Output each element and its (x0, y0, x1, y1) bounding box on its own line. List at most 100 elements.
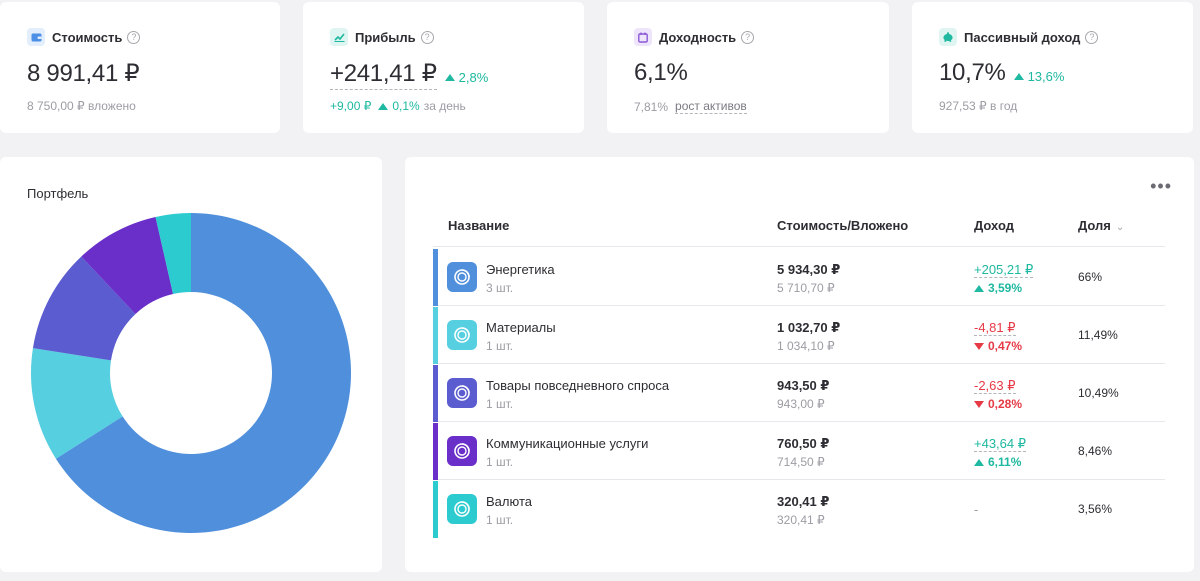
donut-slice[interactable] (81, 216, 174, 315)
calendar-icon (634, 28, 652, 46)
stat-sub-value: 7,81% (634, 99, 669, 114)
row-income-value: -2,63 ₽ (974, 378, 1016, 394)
row-income-value: +205,21 ₽ (974, 262, 1034, 278)
column-header-income[interactable]: Доход (974, 218, 1014, 233)
stat-value: 10,7% (939, 59, 1006, 86)
stat-value[interactable]: +241,41 ₽ (330, 59, 437, 90)
row-income-percent-value: 0,47% (988, 339, 1023, 353)
row-share: 66% (1078, 270, 1103, 284)
arrow-down-icon (974, 342, 984, 350)
row-invested: 320,41 ₽ (777, 513, 825, 527)
row-quantity: 1 шт. (486, 455, 514, 469)
row-invested: 943,00 ₽ (777, 397, 825, 411)
row-name[interactable]: Энергетика (486, 262, 555, 277)
stat-change-value: 13,6% (1027, 69, 1065, 84)
row-income[interactable]: +43,64 ₽ (974, 436, 1027, 452)
table-row[interactable]: Энергетика 3 шт. 5 934,30 ₽ 5 710,70 ₽ +… (433, 248, 1165, 306)
row-name[interactable]: Материалы (486, 320, 556, 335)
stat-card-passive-income: Пассивный доход ? 10,7% 13,6% 927,53 ₽ в… (912, 2, 1193, 133)
arrow-up-icon (974, 458, 984, 466)
donut-slice[interactable] (32, 256, 136, 361)
column-header-name[interactable]: Название (448, 218, 510, 233)
stat-card-value: Стоимость ? 8 991,41 ₽ 8 750,00 ₽ вложен… (0, 2, 280, 133)
stat-sub-change: 0,1% (378, 99, 420, 113)
row-color-bar (433, 249, 438, 306)
more-options-button[interactable]: ••• (1150, 176, 1172, 196)
stat-sub: 927,53 ₽ в год (939, 99, 1018, 113)
donut-slice[interactable] (55, 213, 351, 533)
arrow-up-icon (1013, 73, 1024, 80)
help-icon[interactable]: ? (741, 30, 755, 44)
arrow-up-icon (378, 102, 389, 110)
row-income-percent-value: 6,11% (988, 455, 1022, 469)
chevron-down-icon[interactable]: ⌄ (1115, 222, 1125, 233)
sector-icon (447, 320, 477, 350)
row-value: 5 934,30 ₽ (777, 262, 841, 277)
row-color-bar (433, 365, 438, 422)
table-row[interactable]: Коммуникационные услуги 1 шт. 760,50 ₽ 7… (433, 422, 1165, 480)
row-name[interactable]: Коммуникационные услуги (486, 436, 649, 451)
row-income-percent: 0,28% (974, 397, 1022, 411)
arrow-down-icon (974, 400, 984, 408)
row-name[interactable]: Товары повседневного спроса (486, 378, 670, 393)
help-icon[interactable]: ? (127, 30, 141, 44)
row-income[interactable]: -2,63 ₽ (974, 378, 1016, 394)
donut-slice[interactable] (30, 348, 123, 459)
row-share: 3,56% (1078, 502, 1113, 516)
sector-icon (447, 494, 477, 524)
column-header-value[interactable]: Стоимость/Вложено (777, 218, 909, 233)
donut-slice[interactable] (155, 213, 191, 295)
stat-card-yield: Доходность ? 6,1% 7,81% рост активов (607, 2, 889, 133)
row-income-percent: 3,59% (974, 281, 1022, 295)
table-row[interactable]: Материалы 1 шт. 1 032,70 ₽ 1 034,10 ₽ -4… (433, 306, 1165, 364)
column-header-share-label: Доля (1078, 218, 1111, 233)
stat-card-profit: Прибыль ? +241,41 ₽ 2,8% +9,00 ₽ 0,1% за… (303, 2, 584, 133)
stat-change: 13,6% (1013, 69, 1065, 84)
column-header-share[interactable]: Доля ⌄ (1078, 218, 1124, 233)
arrow-up-icon (974, 284, 984, 292)
row-income[interactable]: -4,81 ₽ (974, 320, 1016, 336)
stat-sub-label: за день (423, 99, 466, 113)
row-color-bar (433, 481, 438, 538)
row-income-percent-value: 0,28% (988, 397, 1023, 411)
row-name[interactable]: Валюта (486, 494, 532, 509)
stat-sub-change-value: 0,1% (392, 99, 420, 113)
wallet-icon (27, 28, 45, 46)
row-income-value: -4,81 ₽ (974, 320, 1016, 336)
row-share: 8,46% (1078, 444, 1113, 458)
row-quantity: 1 шт. (486, 339, 514, 353)
stat-title: Пассивный доход (964, 29, 1081, 45)
row-income: - (974, 502, 979, 517)
row-share: 11,49% (1078, 328, 1118, 342)
help-icon[interactable]: ? (1085, 30, 1099, 44)
stat-sub-value: +9,00 ₽ (330, 99, 372, 113)
stat-title: Прибыль (355, 29, 416, 45)
portfolio-title: Портфель (27, 186, 89, 201)
piggy-bank-icon (939, 28, 957, 46)
row-value: 943,50 ₽ (777, 378, 830, 393)
table-row[interactable]: Валюта 1 шт. 320,41 ₽ 320,41 ₽ - 3,56% (433, 480, 1165, 538)
asset-growth-link[interactable]: рост активов (675, 99, 747, 114)
row-income[interactable]: +205,21 ₽ (974, 262, 1034, 278)
portfolio-table-card: ••• Название Стоимость/Вложено Доход Дол… (405, 157, 1194, 572)
table-header: Название Стоимость/Вложено Доход Доля ⌄ (433, 205, 1165, 247)
sector-icon (447, 378, 477, 408)
row-value: 760,50 ₽ (777, 436, 830, 451)
sector-icon (447, 262, 477, 292)
help-icon[interactable]: ? (420, 30, 434, 44)
stat-title: Доходность (659, 29, 737, 45)
row-color-bar (433, 307, 438, 364)
table-row[interactable]: Товары повседневного спроса 1 шт. 943,50… (433, 364, 1165, 422)
arrow-up-icon (444, 74, 455, 81)
row-income-value: +43,64 ₽ (974, 436, 1027, 452)
stat-change: 2,8% (444, 70, 489, 85)
portfolio-donut-chart (30, 213, 351, 533)
stat-value: 8 991,41 ₽ (27, 60, 140, 87)
row-income-percent: 0,47% (974, 339, 1022, 353)
sector-icon (447, 436, 477, 466)
chart-line-icon (330, 28, 348, 46)
stat-change-value: 2,8% (458, 70, 489, 85)
row-share: 10,49% (1078, 386, 1119, 400)
row-income-percent-value: 3,59% (988, 281, 1023, 295)
row-value: 1 032,70 ₽ (777, 320, 841, 335)
